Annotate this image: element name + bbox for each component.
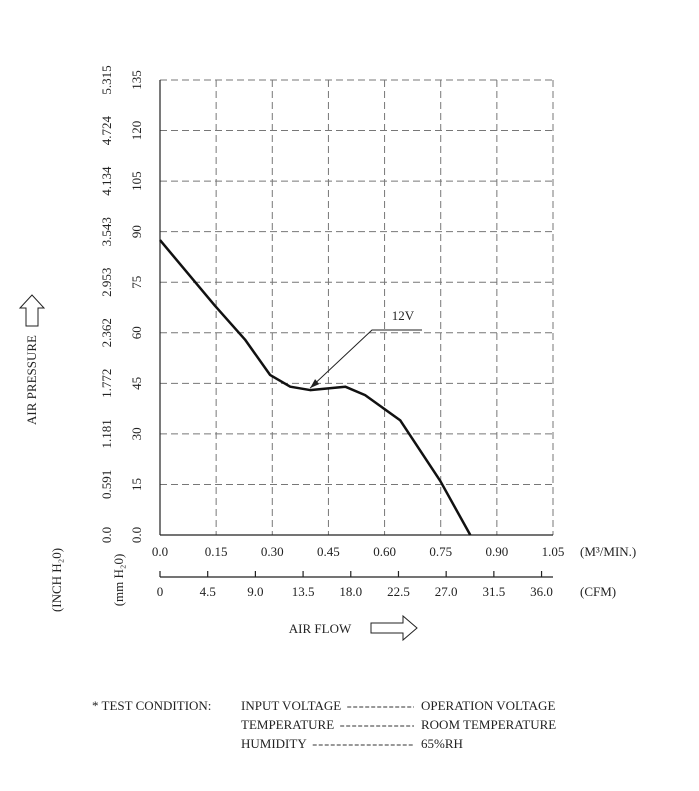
- leader-line: [309, 329, 422, 389]
- y2-tick-label: 4.134: [99, 166, 114, 196]
- x-tick-label: 0.75: [429, 544, 452, 559]
- x2-tick-label: 27.0: [435, 584, 458, 599]
- x-tick-label: 0.45: [317, 544, 340, 559]
- x2-tick-label: 31.5: [482, 584, 505, 599]
- y-tick-label: 105: [129, 171, 144, 191]
- y2-tick-label: 5.315: [99, 65, 114, 94]
- y-tick-label: 60: [129, 326, 144, 339]
- y-tick-label: 135: [129, 70, 144, 90]
- y-tick-label: 120: [129, 121, 144, 141]
- y-label: AIR PRESSURE: [24, 335, 39, 425]
- y-tick-label: 75: [129, 276, 144, 289]
- right-arrow: [370, 614, 418, 642]
- x-tick-label: 1.05: [542, 544, 565, 559]
- x2-tick-label: 13.5: [292, 584, 315, 599]
- y2-tick-label: 0.591: [99, 470, 114, 499]
- x2-tick-label: 9.0: [247, 584, 263, 599]
- y2-tick-label: 0.0: [99, 527, 114, 543]
- x-tick-label: 0.30: [261, 544, 284, 559]
- condition-name: HUMIDITY: [241, 736, 307, 751]
- condition-value: 65%RH: [421, 736, 463, 751]
- y-tick-label: 30: [129, 427, 144, 440]
- x-tick-label: 0.15: [205, 544, 228, 559]
- condition-value: ROOM TEMPERATURE: [421, 717, 556, 732]
- x-tick-label: 0.0: [152, 544, 168, 559]
- y-tick-label: 45: [129, 377, 144, 390]
- series-label: 12V: [392, 308, 415, 323]
- condition-name: INPUT VOLTAGE: [241, 698, 341, 713]
- y-tick-label: 15: [129, 478, 144, 491]
- y2-tick-label: 1.181: [99, 419, 114, 448]
- x-unit: (M³/MIN.): [580, 544, 636, 559]
- condition-value: OPERATION VOLTAGE: [421, 698, 555, 713]
- test-condition-prefix: * TEST CONDITION:: [92, 698, 211, 713]
- y2-tick-label: 2.362: [99, 318, 114, 347]
- leader-arrow: [310, 379, 320, 389]
- y2-tick-label: 1.772: [99, 369, 114, 398]
- curve: [159, 239, 472, 536]
- x2-tick-label: 22.5: [387, 584, 410, 599]
- x2-unit: (CFM): [580, 584, 616, 599]
- y-tick-label: 90: [129, 225, 144, 238]
- x2-tick-label: 18.0: [339, 584, 362, 599]
- y2-tick-label: 3.543: [99, 217, 114, 246]
- x2-tick-label: 4.5: [200, 584, 216, 599]
- y-unit: (mm H₂0): [111, 554, 126, 607]
- x2-tick-label: 0: [157, 584, 164, 599]
- y-tick-label: 0.0: [129, 527, 144, 543]
- y2-tick-label: 2.953: [99, 268, 114, 297]
- condition-name: TEMPERATURE: [241, 717, 334, 732]
- x-tick-label: 0.60: [373, 544, 396, 559]
- y2-unit: (INCH H₂0): [49, 548, 64, 612]
- up-arrow: [18, 294, 46, 327]
- y2-tick-label: 4.724: [99, 115, 114, 145]
- x-label: AIR FLOW: [289, 621, 352, 636]
- x2-tick-label: 36.0: [530, 584, 553, 599]
- x-tick-label: 0.90: [485, 544, 508, 559]
